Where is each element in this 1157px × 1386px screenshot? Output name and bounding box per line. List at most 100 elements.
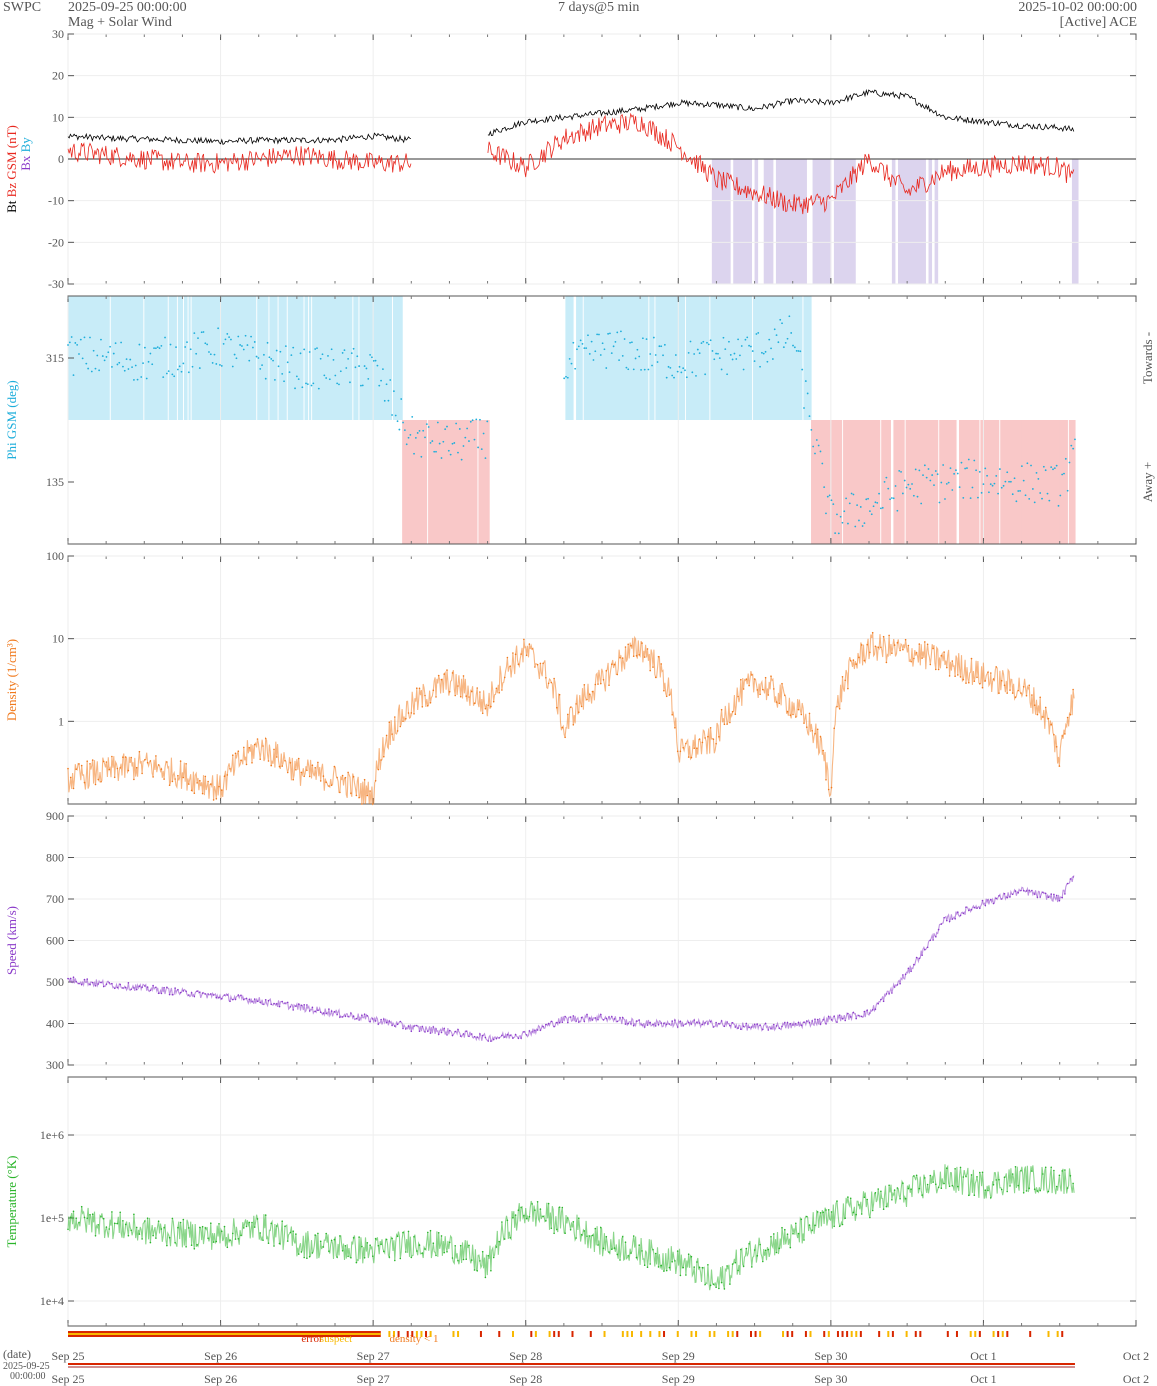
phi-point [235, 357, 238, 360]
away-shade [983, 420, 986, 544]
towards-shade [322, 296, 325, 420]
away-shade [966, 420, 969, 544]
density-point [858, 656, 860, 659]
away-shade [827, 420, 830, 544]
phi-point [610, 352, 613, 355]
density-point [267, 760, 270, 762]
temperature-point [264, 1214, 267, 1216]
temperature-point [306, 1257, 308, 1259]
temperature-point [361, 1245, 363, 1248]
density-point [951, 660, 954, 662]
speed-point [671, 1020, 673, 1022]
quality-mark [658, 1331, 661, 1337]
towards-shade [96, 296, 100, 420]
away-shade [836, 420, 840, 544]
density-point [223, 775, 226, 777]
away-shade [980, 420, 983, 544]
density-point [289, 762, 292, 764]
phi-point [680, 371, 683, 374]
speed-point [259, 1001, 262, 1004]
phi-point [479, 418, 481, 421]
temperature-point [882, 1208, 885, 1210]
density-point [166, 761, 168, 763]
density-point [237, 750, 240, 752]
speed-point [124, 986, 127, 989]
phi-point [343, 349, 346, 352]
speed-point [597, 1018, 599, 1021]
phi-point [706, 341, 708, 344]
quality-mark [626, 1331, 629, 1337]
density-point [306, 769, 308, 772]
density-point [383, 755, 385, 758]
temperature-point [803, 1239, 805, 1241]
bz-south-shade [833, 159, 838, 284]
towards-shade [353, 296, 356, 420]
speed-point [369, 1020, 371, 1023]
speed-point [484, 1036, 487, 1039]
away-shade [814, 420, 817, 544]
away-shade [479, 420, 483, 544]
speed-point [248, 998, 251, 1001]
away-shade [484, 420, 487, 544]
temperature-point [328, 1250, 330, 1252]
speed-point [547, 1022, 550, 1025]
phi-point [273, 378, 276, 381]
speed-point [374, 1020, 377, 1022]
temperature-point [130, 1229, 132, 1232]
temperature-point [806, 1215, 808, 1218]
temperature-point [490, 1269, 492, 1272]
speed-point [465, 1030, 468, 1032]
speed-point [97, 983, 99, 985]
density-point [427, 704, 429, 707]
phi-point [803, 407, 805, 409]
density-point [358, 796, 360, 799]
speed-point [896, 984, 899, 986]
phi-point [870, 513, 873, 516]
quality-mark [1047, 1331, 1050, 1337]
density-point [218, 785, 220, 788]
towards-shade [591, 296, 594, 420]
temperature-point [391, 1237, 393, 1240]
phi-point [226, 333, 229, 335]
towards-shade [780, 296, 783, 420]
temperature-point [556, 1228, 558, 1231]
towards-shade [635, 296, 638, 420]
away-shade [850, 420, 853, 544]
towards-shade [385, 296, 388, 420]
towards-shade [225, 296, 228, 420]
temperature-point [520, 1206, 522, 1209]
bz-south-shade [818, 159, 823, 284]
speed-point [410, 1030, 413, 1033]
density-point [454, 694, 457, 697]
phi-point [885, 476, 888, 479]
speed-point [67, 977, 69, 980]
temperature-point [822, 1211, 824, 1214]
density-point [133, 778, 135, 781]
towards-shade [621, 296, 624, 420]
phi-point [892, 497, 895, 500]
phi-point [145, 377, 148, 380]
towards-shade [569, 296, 573, 420]
temperature-point [278, 1242, 281, 1245]
temperature-point [929, 1174, 932, 1177]
density-point [715, 742, 717, 745]
towards-shade [74, 296, 77, 420]
towards-shade [188, 296, 191, 420]
density-point [995, 666, 997, 668]
phi-point [471, 419, 474, 422]
speed-point [1042, 891, 1044, 894]
towards-shade [586, 296, 589, 420]
towards-shade [113, 296, 116, 420]
towards-shade [777, 296, 780, 420]
phi-point [242, 348, 245, 351]
speed-point [987, 899, 989, 901]
temperature-point [990, 1197, 992, 1199]
away-shade [454, 420, 457, 544]
speed-point [550, 1020, 553, 1023]
density-point [199, 779, 201, 782]
away-shade [1058, 420, 1061, 544]
speed-ylabel: Speed (km/s) [4, 906, 19, 975]
phi-point [120, 341, 122, 344]
quality-mark [640, 1331, 643, 1337]
phi-point [713, 358, 716, 361]
